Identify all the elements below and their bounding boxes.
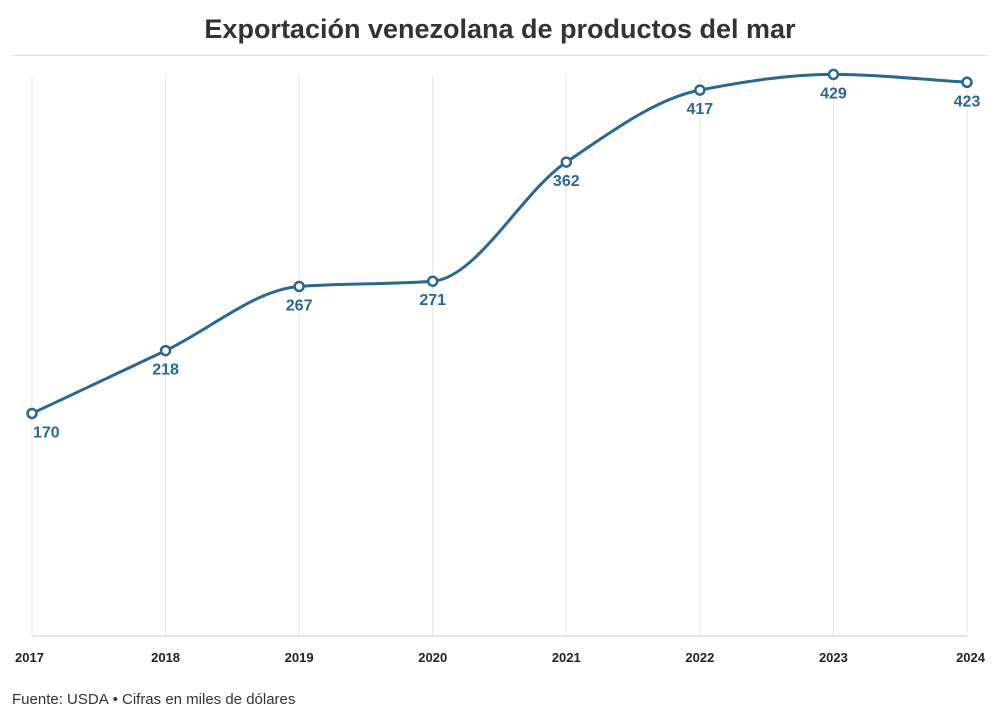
x-tick-2021: 2021: [552, 650, 581, 665]
data-point-2022: [694, 84, 706, 96]
data-point-2024: [961, 76, 973, 89]
data-point-2020: [426, 275, 439, 287]
data-label-2024: 423: [954, 93, 981, 110]
chart-footer: Fuente: USDA • Cifras en miles de dólares: [12, 691, 295, 708]
x-axis-ticks: 2017 2018 2019 2020 2021 2022 2023 2024: [15, 650, 986, 665]
x-tick-2019: 2019: [285, 650, 314, 665]
data-points: [26, 68, 973, 420]
x-tick-2023: 2023: [819, 650, 848, 665]
x-tick-2018: 2018: [151, 650, 180, 665]
data-label-2021: 362: [553, 173, 580, 190]
title-divider: [12, 55, 988, 56]
footer-separator: •: [112, 691, 118, 708]
data-point-2018: [159, 344, 172, 357]
data-point-2019: [293, 280, 305, 293]
x-tick-2017: 2017: [15, 650, 44, 665]
data-point-2023: [827, 68, 840, 81]
data-label-2023: 429: [820, 85, 847, 102]
data-label-2022: 417: [687, 101, 714, 118]
source-text: Fuente: USDA: [12, 691, 109, 708]
chart-title: Exportación venezolana de productos del …: [204, 14, 796, 44]
x-tick-2024: 2024: [956, 650, 986, 665]
data-point-2021: [560, 156, 573, 168]
data-label-2020: 271: [419, 292, 446, 309]
series-line: [30, 72, 969, 415]
data-point-2017: [26, 407, 38, 420]
gridlines: [31, 75, 968, 636]
data-labels: 170 218 267 271 362 417 429 423: [33, 85, 980, 441]
data-label-2018: 218: [152, 362, 179, 379]
x-tick-2020: 2020: [418, 650, 447, 665]
data-label-2017: 170: [33, 424, 60, 441]
x-tick-2022: 2022: [685, 650, 714, 665]
units-note: Cifras en miles de dólares: [121, 691, 296, 708]
data-label-2019: 267: [286, 297, 313, 314]
